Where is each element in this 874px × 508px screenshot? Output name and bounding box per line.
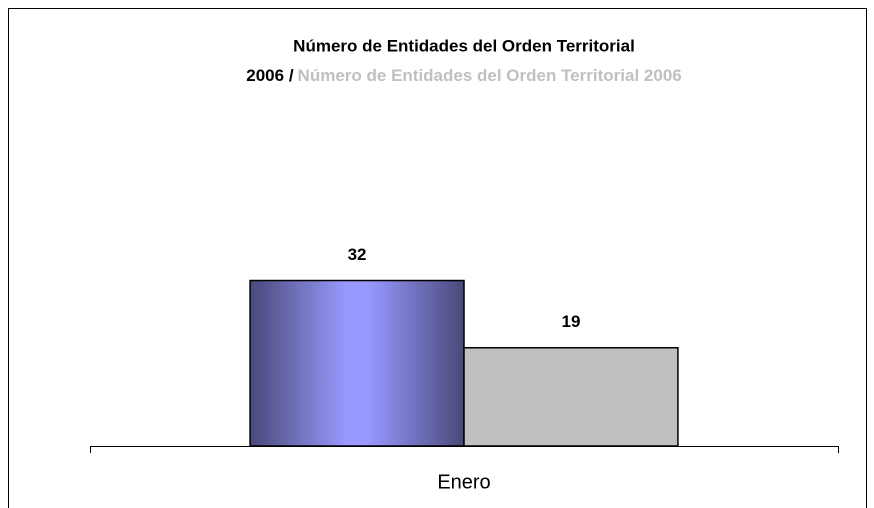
legend-separator: / (289, 66, 294, 85)
bar (249, 279, 465, 447)
legend-entry: Número de Entidades del Orden Territoria… (298, 66, 682, 85)
bar (463, 346, 679, 447)
chart-title: Número de Entidades del Orden Territoria… (293, 36, 635, 55)
data-label: 19 (562, 312, 581, 331)
legend-entry: 2006 (246, 66, 289, 85)
chart-frame (8, 8, 867, 508)
legend: 2006 /Número de Entidades del Orden Terr… (246, 66, 681, 85)
data-label: 32 (348, 245, 367, 264)
x-tick-label: Enero (437, 471, 490, 493)
